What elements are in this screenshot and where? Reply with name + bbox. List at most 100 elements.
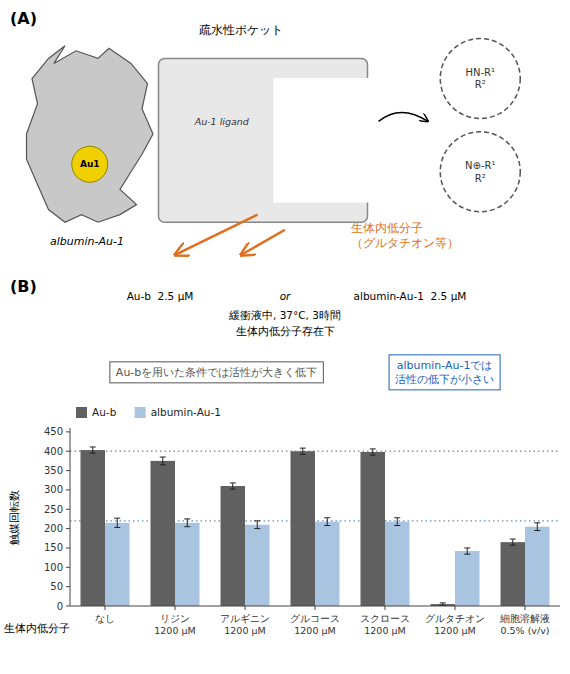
molecule-label-line: （グルタチオン等） <box>351 236 459 250</box>
pocket-opening <box>273 78 378 202</box>
molecule-label-line: 生体内低分子 <box>351 221 423 235</box>
error-bar-cap <box>324 525 330 526</box>
annotation-text-line: Au-bを用いた条件では活性が大きく低下 <box>116 366 317 379</box>
x-tick <box>455 606 456 610</box>
bar <box>361 452 386 606</box>
product-circle <box>440 132 520 212</box>
y-tick-label: 100 <box>44 562 63 573</box>
y-tick <box>66 470 70 471</box>
ligand-label: Au-1 ligand <box>194 116 250 127</box>
product-label-line: N⊕-R¹ <box>465 160 495 171</box>
bar <box>315 522 340 606</box>
complex-label-line: albumin-Au-1 <box>50 235 124 248</box>
error-bar-cap <box>300 454 306 455</box>
error-bar-cap <box>90 453 96 454</box>
annotation-box: Au-bを用いた条件では活性が大きく低下 <box>110 362 323 383</box>
error-bar <box>394 518 400 526</box>
error-bar-cap <box>324 517 330 518</box>
y-tick <box>66 567 70 568</box>
error-bar <box>114 518 120 527</box>
legend-label: albumin-Au-1 <box>151 406 221 418</box>
x-axis-label-line: 生体内低分子 <box>4 622 70 634</box>
error-bar-stem <box>372 449 373 455</box>
x-tick-label-line: リジン <box>160 613 190 624</box>
bar <box>81 450 106 606</box>
annotation-text: albumin-Au-1では活性の低下が小さい <box>395 359 494 386</box>
x-tick-label-line: 0.5% (v/v) <box>500 625 549 636</box>
y-tick-label: 250 <box>44 504 63 515</box>
x-tick-label: 細胞溶解液0.5% (v/v) <box>499 613 550 636</box>
y-tick-label: 150 <box>44 542 63 553</box>
scheme-text-line: or <box>280 290 291 302</box>
y-tick <box>66 451 70 452</box>
error-bar-stem <box>232 483 233 489</box>
legend-label: Au-b <box>92 406 117 418</box>
bar <box>501 542 526 606</box>
annotation-text-line: albumin-Au-1では <box>397 359 493 372</box>
scheme-text: 緩衝液中, 37°C, 3時間 <box>228 309 341 321</box>
error-bar-stem <box>92 447 93 453</box>
complex-label: albumin-Au-1 <box>50 235 124 248</box>
gold-site <box>72 146 108 182</box>
bar-chart: 050100150200250300350400450なしリジン1200 μMア… <box>4 406 560 636</box>
panel-label-line: (B) <box>10 277 37 296</box>
error-bar-cap <box>370 455 376 456</box>
plot-area <box>70 447 560 606</box>
scheme-text: albumin-Au-1 2.5 μM <box>354 290 467 302</box>
product-label: N⊕-R¹R² <box>465 160 495 184</box>
error-bar-stem <box>302 448 303 454</box>
error-bar-cap <box>114 518 120 519</box>
x-tick-label-line: グルコース <box>290 613 340 624</box>
x-tick <box>105 606 106 610</box>
bar <box>221 486 246 606</box>
product-label-line: R² <box>475 79 486 90</box>
error-bar-cap <box>230 489 236 490</box>
gold-label-line: Au1 <box>80 159 100 169</box>
x-tick-label-line: グルタチオン <box>425 613 485 624</box>
panel-a: (A)疏水性ポケットAu1albumin-Au-1Au-1 ligandHN-R… <box>10 9 520 255</box>
x-tick <box>245 606 246 610</box>
error-bar <box>370 449 376 455</box>
x-tick-label-line: スクロース <box>360 613 410 624</box>
ligand-label-line: Au-1 ligand <box>194 116 250 127</box>
error-bar <box>230 483 236 489</box>
x-tick <box>315 606 316 610</box>
x-tick-label-line: 1200 μM <box>364 625 405 636</box>
bar <box>175 523 200 606</box>
error-bar-cap <box>510 539 516 540</box>
annotation-frame <box>110 362 323 383</box>
annotation-text: Au-bを用いた条件では活性が大きく低下 <box>116 366 317 379</box>
product-label: HN-R¹R² <box>465 67 495 91</box>
bar <box>385 522 410 606</box>
reaction-arrow <box>379 112 429 121</box>
y-tick-label: 400 <box>44 446 63 457</box>
error-bar-stem <box>397 518 398 526</box>
error-bar-cap <box>114 527 120 528</box>
error-bar-cap <box>160 464 166 465</box>
y-tick-label: 50 <box>50 581 63 592</box>
pocket-label-line: 疏水性ポケット <box>199 23 283 37</box>
y-tick-label: 450 <box>44 426 63 437</box>
annotation-box: albumin-Au-1では活性の低下が小さい <box>389 355 500 390</box>
y-axis-label: 触媒回転数 <box>8 490 21 545</box>
legend-item: albumin-Au-1 <box>135 406 221 418</box>
error-bar-cap <box>440 602 446 603</box>
x-tick-label: スクロース1200 μM <box>360 613 410 636</box>
legend: Au-b albumin-Au-1 <box>76 406 221 418</box>
error-bar-cap <box>534 530 540 531</box>
error-bar-stem <box>257 521 258 529</box>
bar <box>151 461 176 606</box>
molecule-arrow <box>175 215 258 255</box>
error-bar <box>300 448 306 454</box>
error-bar-cap <box>230 482 236 483</box>
bar <box>291 451 316 606</box>
molecule-label: 生体内低分子（グルタチオン等） <box>351 221 459 250</box>
x-tick-label-line: 1200 μM <box>294 625 335 636</box>
error-bar-stem <box>537 523 538 531</box>
y-tick-label: 200 <box>44 523 63 534</box>
y-tick-label: 0 <box>57 601 63 612</box>
bar <box>105 523 130 606</box>
scheme-text-line: 生体内低分子存在下 <box>236 325 335 337</box>
x-tick-label-line: 1200 μM <box>434 625 475 636</box>
error-bar-stem <box>512 539 513 545</box>
